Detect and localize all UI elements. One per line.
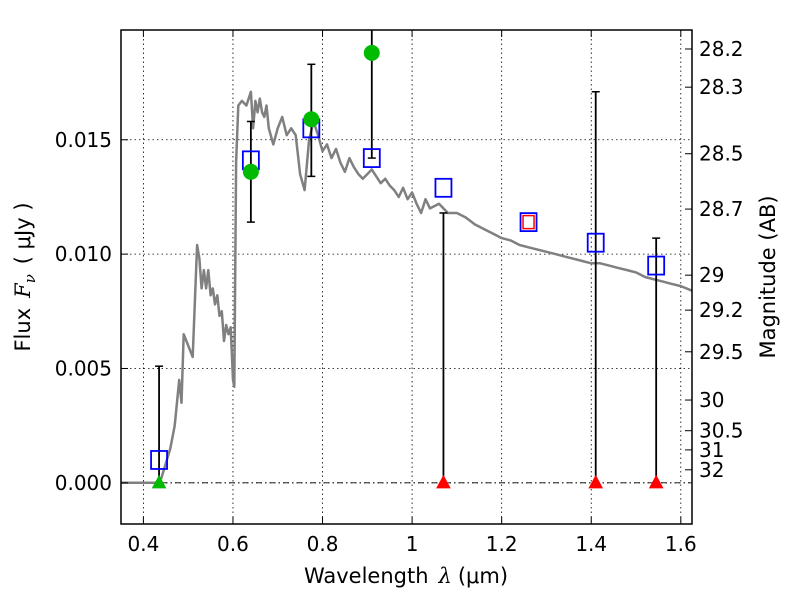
upper-limit-marker — [648, 474, 664, 489]
sed-model-line — [121, 90, 693, 485]
y-tick-label: 0.005 — [55, 356, 112, 380]
x-tick-label: 1.2 — [486, 532, 518, 556]
x-tick-label: 1 — [406, 532, 419, 556]
mag-tick-label: 28.3 — [699, 75, 744, 99]
upper-limit-marker — [436, 474, 451, 489]
highlighted-model-flux-marker — [519, 212, 538, 233]
x-tick-label: 1.4 — [575, 532, 607, 556]
plot-frame — [120, 29, 693, 525]
mag-tick-label: 28.2 — [699, 37, 744, 61]
mag-tick-label: 32 — [699, 458, 724, 482]
upper-limit-marker — [151, 474, 167, 489]
model-flux-marker — [647, 255, 666, 276]
mag-tick-label: 29.2 — [699, 298, 744, 322]
upper-limit-marker — [588, 474, 604, 489]
sed-model-curve — [121, 90, 693, 485]
model-flux-marker — [586, 232, 605, 253]
model-flux-marker — [150, 450, 168, 470]
y-tick-label: 0.000 — [55, 471, 112, 495]
x-tick-label: 0.8 — [307, 532, 339, 556]
x-axis-label: Wavelength λ (μm) — [304, 564, 508, 588]
detection-marker — [242, 163, 259, 180]
model-flux-marker — [434, 177, 453, 198]
y-tick-label: 0.010 — [55, 242, 112, 266]
axis-ticks — [121, 30, 692, 524]
highlighted-model-flux-inner — [522, 214, 535, 230]
data-markers — [150, 44, 666, 489]
detection-marker — [303, 111, 320, 128]
x-tick-label: 0.4 — [127, 532, 159, 556]
model-flux-marker — [362, 148, 381, 168]
mag-tick-label: 31 — [699, 438, 724, 462]
mag-tick-label: 28.5 — [699, 142, 744, 166]
mag-tick-label: 29.5 — [699, 340, 744, 364]
mag-tick-label: 29 — [699, 263, 724, 287]
y-tick-label: 0.015 — [55, 128, 112, 152]
detection-marker — [363, 44, 380, 61]
mag-tick-label: 30.5 — [699, 419, 744, 443]
y-axis-label: FluxFν( μJy ) — [11, 202, 39, 351]
mag-tick-label: 30 — [699, 388, 724, 412]
tick-labels: 0.4 0.6 0.8 1 1.2 1.4 1.6 0.000 0.005 0.010 0.015 2… — [55, 37, 744, 556]
mag-tick-label: 28.7 — [699, 197, 744, 221]
y2-axis-label: Magnitude (AB) — [756, 195, 780, 358]
x-tick-label: 0.6 — [217, 532, 249, 556]
x-tick-label: 1.6 — [665, 532, 697, 556]
